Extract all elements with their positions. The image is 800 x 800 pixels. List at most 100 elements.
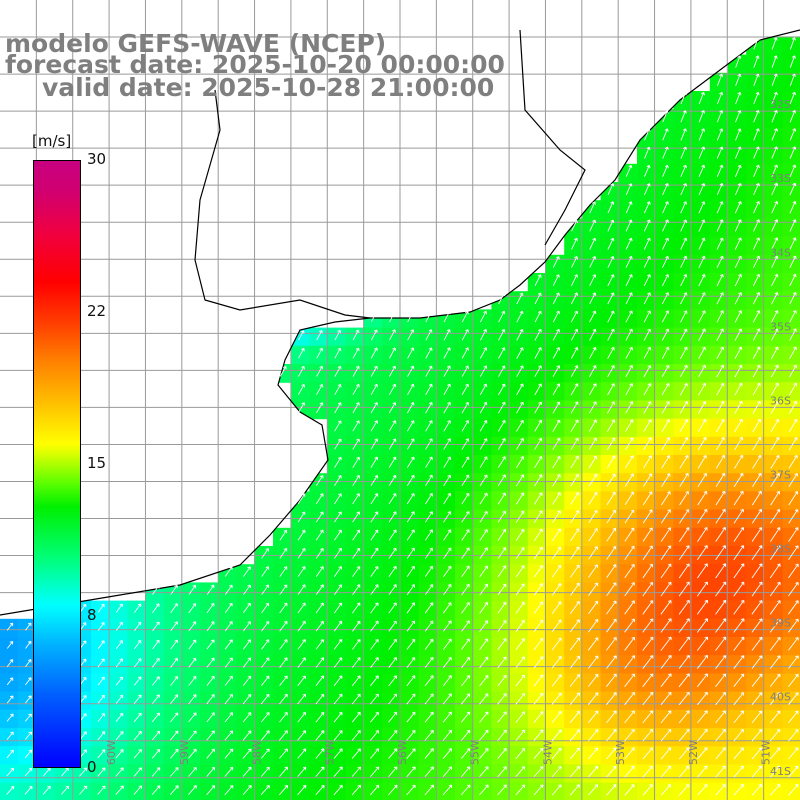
wind-vector [424, 675, 434, 687]
wind-vector [388, 730, 398, 741]
wind-vector [443, 529, 452, 541]
wind-vector [679, 364, 688, 378]
wind-vector [734, 255, 742, 268]
wind-vector [242, 602, 251, 614]
wind-vector [570, 419, 579, 432]
wind-vector [352, 620, 361, 632]
wind-vector [661, 310, 670, 323]
wind-vector [697, 728, 708, 742]
wind-vector [607, 219, 615, 232]
wind-vector [279, 547, 288, 559]
wind-vector [407, 347, 415, 359]
wind-vector [569, 637, 580, 651]
wind-vector [261, 566, 270, 577]
wind-vector [351, 711, 361, 723]
wind-vector [406, 675, 416, 687]
wind-vector [587, 710, 599, 724]
wind-vector [497, 492, 506, 505]
wind-vector [696, 618, 708, 633]
wind-vector [479, 766, 489, 778]
wind-speed-cell [491, 327, 511, 347]
wind-speed-cell [236, 600, 256, 620]
wind-vector [388, 657, 397, 668]
wind-vector [407, 383, 415, 396]
wind-vector [460, 784, 471, 796]
wind-vector [534, 401, 543, 414]
wind-vector [607, 383, 615, 396]
wind-vector [606, 655, 617, 669]
wind-vector [188, 694, 197, 704]
wind-vector [533, 729, 544, 741]
wind-vector [533, 565, 543, 578]
wind-vector [678, 545, 690, 561]
wind-vector [733, 765, 744, 778]
wind-vector [715, 728, 726, 742]
wind-vector [735, 55, 742, 68]
wind-vector [170, 584, 178, 595]
wind-vector [6, 695, 14, 704]
wind-vector [151, 785, 161, 795]
wind-vector [589, 201, 596, 214]
wind-vector [770, 382, 779, 396]
wind-vector [788, 545, 799, 560]
wind-vector [297, 511, 306, 523]
wind-vector [769, 563, 781, 579]
wind-vector [534, 419, 543, 432]
wind-vector [406, 511, 415, 523]
wind-vector [606, 710, 617, 724]
wind-vector [407, 365, 415, 377]
wind-vector [715, 581, 727, 597]
wind-vector [678, 654, 690, 669]
wind-vector [60, 785, 70, 795]
wind-vector [497, 656, 507, 669]
wind-vector [552, 310, 560, 323]
wind-vector [133, 639, 142, 650]
wind-vector [315, 730, 325, 741]
wind-vector [533, 747, 544, 760]
wind-vector [443, 401, 451, 414]
wind-vector [680, 255, 688, 268]
wind-speed-cell [582, 564, 602, 583]
wind-vector [352, 511, 361, 523]
wind-vector [734, 164, 742, 177]
wind-vector [461, 583, 470, 596]
wind-vector [642, 563, 653, 579]
wind-vector [152, 657, 160, 668]
wind-vector [425, 401, 433, 414]
wind-vector [515, 766, 526, 778]
wind-vector [388, 584, 397, 596]
wind-vector [679, 509, 690, 524]
wind-vector [589, 310, 597, 323]
wind-vector [206, 621, 215, 632]
wind-vector [662, 201, 669, 214]
wind-vector [715, 710, 726, 724]
wind-vector [697, 400, 707, 414]
lon-label: 54W [541, 740, 554, 765]
wind-vector [97, 640, 105, 650]
wind-vector [607, 310, 615, 323]
wind-vector [642, 747, 653, 760]
wind-vector [769, 784, 781, 796]
wind-vector [279, 529, 288, 541]
wind-vector [316, 365, 324, 377]
wind-speed-cell [564, 746, 583, 765]
wind-vector [388, 784, 398, 796]
wind-vector [698, 274, 706, 287]
wind-vector [515, 711, 526, 723]
wind-vector [97, 658, 105, 668]
wind-vector [260, 784, 270, 796]
wind-vector [607, 419, 616, 432]
wind-vector [625, 201, 633, 214]
wind-vector [406, 602, 415, 614]
wind-vector [515, 674, 525, 687]
wind-vector [698, 91, 705, 105]
wind-vector [515, 729, 526, 741]
wind-vector [297, 711, 307, 723]
wind-vector [697, 691, 708, 706]
wind-vector [352, 584, 361, 596]
wind-vector [751, 527, 763, 542]
wind-vector [624, 710, 635, 724]
wind-vector [679, 527, 690, 542]
wind-vector [588, 419, 597, 432]
wind-vector [479, 638, 489, 650]
